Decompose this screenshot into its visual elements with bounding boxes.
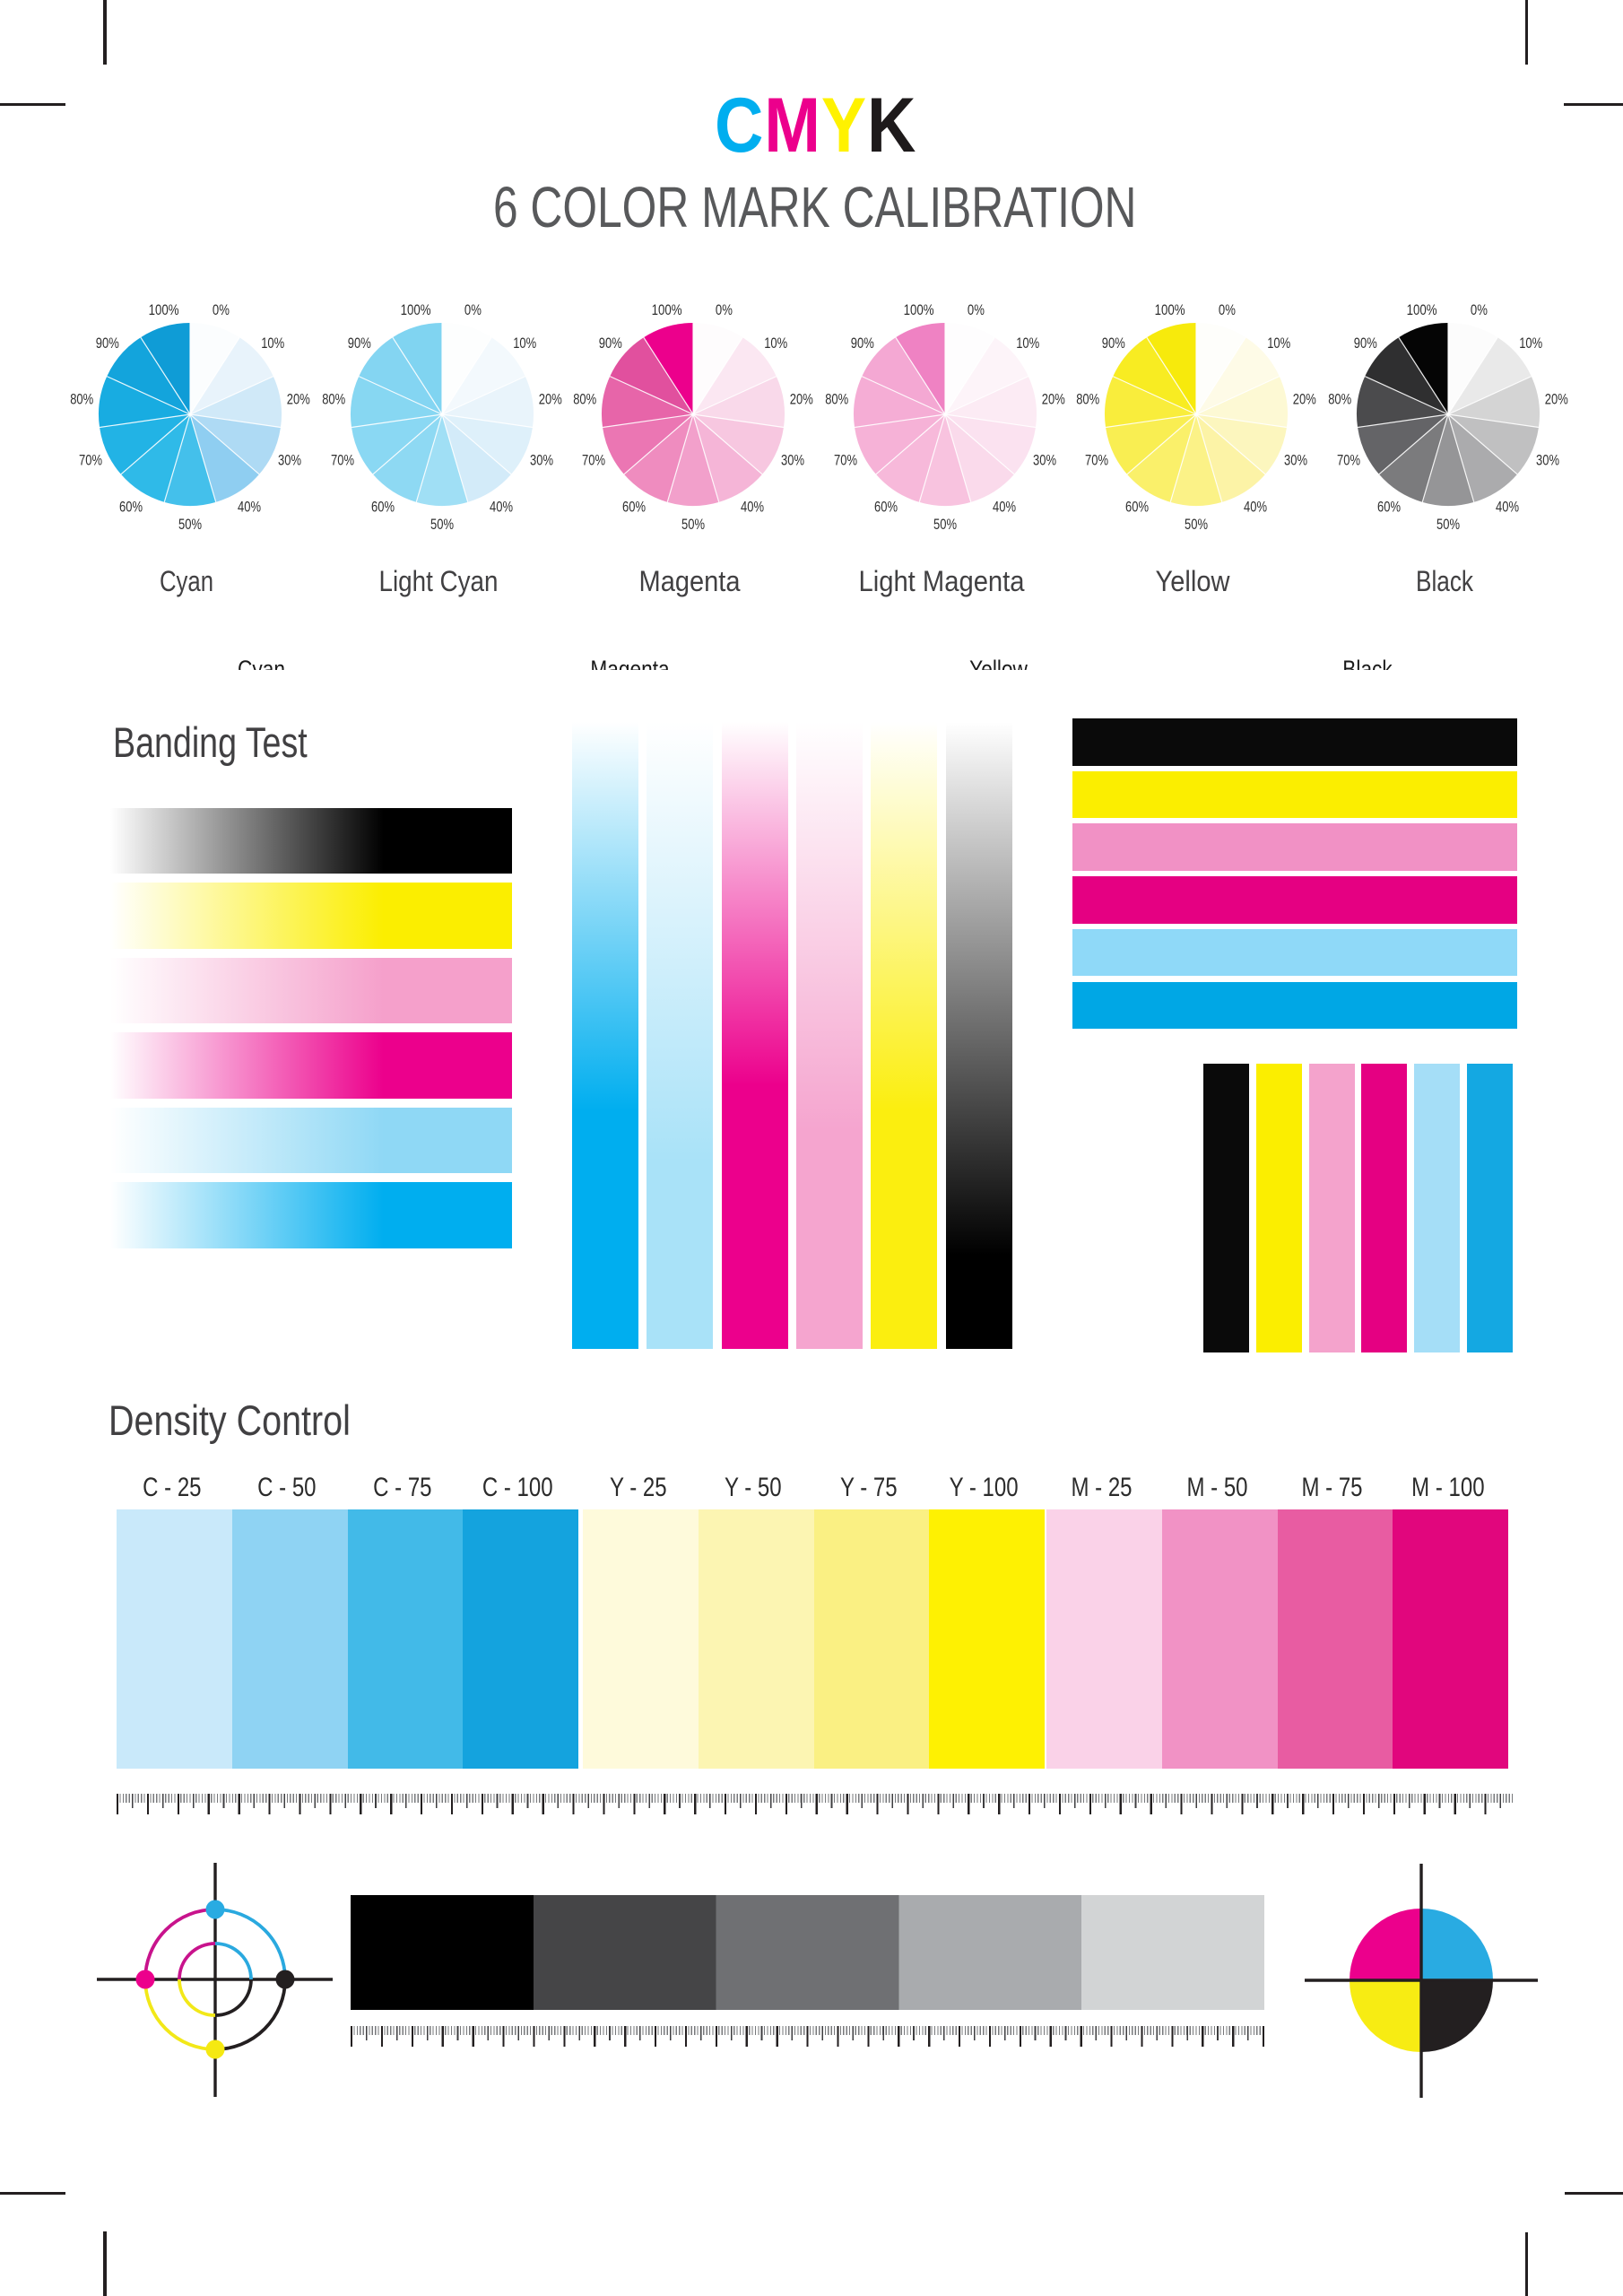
svg-text:30%: 30% bbox=[1284, 453, 1307, 469]
svg-text:40%: 40% bbox=[490, 500, 513, 516]
svg-text:60%: 60% bbox=[119, 500, 143, 516]
svg-text:0%: 0% bbox=[213, 302, 230, 318]
svg-text:100%: 100% bbox=[401, 302, 431, 318]
svg-text:80%: 80% bbox=[1328, 392, 1351, 408]
svg-text:80%: 80% bbox=[1076, 392, 1099, 408]
svg-text:100%: 100% bbox=[904, 302, 934, 318]
svg-text:10%: 10% bbox=[1016, 335, 1039, 352]
svg-text:20%: 20% bbox=[1042, 392, 1065, 408]
svg-text:0%: 0% bbox=[1219, 302, 1236, 318]
svg-text:40%: 40% bbox=[1244, 500, 1267, 516]
svg-text:40%: 40% bbox=[238, 500, 261, 516]
svg-text:70%: 70% bbox=[79, 453, 102, 469]
svg-text:10%: 10% bbox=[513, 335, 536, 352]
svg-text:100%: 100% bbox=[1155, 302, 1185, 318]
svg-text:80%: 80% bbox=[573, 392, 596, 408]
svg-text:90%: 90% bbox=[851, 335, 874, 352]
svg-text:20%: 20% bbox=[1545, 392, 1568, 408]
svg-text:100%: 100% bbox=[652, 302, 682, 318]
svg-text:60%: 60% bbox=[1377, 500, 1401, 516]
svg-text:50%: 50% bbox=[178, 517, 202, 533]
svg-text:50%: 50% bbox=[430, 517, 454, 533]
svg-text:60%: 60% bbox=[622, 500, 646, 516]
svg-text:30%: 30% bbox=[278, 453, 301, 469]
svg-text:20%: 20% bbox=[790, 392, 813, 408]
svg-text:Cyan: Cyan bbox=[160, 565, 213, 597]
svg-text:0%: 0% bbox=[716, 302, 733, 318]
svg-text:90%: 90% bbox=[96, 335, 119, 352]
svg-text:100%: 100% bbox=[149, 302, 179, 318]
svg-text:60%: 60% bbox=[874, 500, 898, 516]
svg-text:40%: 40% bbox=[741, 500, 764, 516]
svg-text:0%: 0% bbox=[464, 302, 482, 318]
svg-text:20%: 20% bbox=[287, 392, 310, 408]
svg-text:40%: 40% bbox=[993, 500, 1016, 516]
svg-text:60%: 60% bbox=[371, 500, 395, 516]
svg-text:70%: 70% bbox=[331, 453, 354, 469]
svg-text:Magenta: Magenta bbox=[639, 565, 741, 597]
svg-text:Yellow: Yellow bbox=[1156, 565, 1231, 597]
svg-text:30%: 30% bbox=[530, 453, 553, 469]
svg-text:90%: 90% bbox=[348, 335, 371, 352]
svg-text:70%: 70% bbox=[834, 453, 857, 469]
svg-text:70%: 70% bbox=[582, 453, 605, 469]
svg-text:30%: 30% bbox=[1536, 453, 1559, 469]
svg-text:30%: 30% bbox=[1033, 453, 1056, 469]
svg-text:50%: 50% bbox=[1185, 517, 1208, 533]
svg-text:50%: 50% bbox=[933, 517, 957, 533]
svg-text:0%: 0% bbox=[1471, 302, 1488, 318]
svg-text:30%: 30% bbox=[781, 453, 804, 469]
svg-text:10%: 10% bbox=[261, 335, 284, 352]
svg-text:80%: 80% bbox=[70, 392, 93, 408]
svg-text:90%: 90% bbox=[599, 335, 622, 352]
svg-text:50%: 50% bbox=[681, 517, 705, 533]
svg-text:10%: 10% bbox=[1519, 335, 1542, 352]
svg-text:50%: 50% bbox=[1436, 517, 1460, 533]
svg-text:20%: 20% bbox=[1293, 392, 1316, 408]
svg-text:60%: 60% bbox=[1125, 500, 1149, 516]
svg-text:Light Cyan: Light Cyan bbox=[379, 565, 499, 597]
svg-text:10%: 10% bbox=[764, 335, 787, 352]
svg-text:90%: 90% bbox=[1102, 335, 1125, 352]
svg-text:10%: 10% bbox=[1267, 335, 1290, 352]
svg-text:70%: 70% bbox=[1337, 453, 1360, 469]
svg-text:70%: 70% bbox=[1085, 453, 1108, 469]
svg-text:0%: 0% bbox=[968, 302, 985, 318]
svg-text:Black: Black bbox=[1416, 565, 1474, 597]
svg-text:80%: 80% bbox=[322, 392, 345, 408]
svg-text:80%: 80% bbox=[825, 392, 848, 408]
svg-text:Light Magenta: Light Magenta bbox=[859, 565, 1025, 597]
svg-text:90%: 90% bbox=[1354, 335, 1377, 352]
svg-text:100%: 100% bbox=[1407, 302, 1437, 318]
svg-text:20%: 20% bbox=[539, 392, 562, 408]
svg-text:40%: 40% bbox=[1496, 500, 1519, 516]
